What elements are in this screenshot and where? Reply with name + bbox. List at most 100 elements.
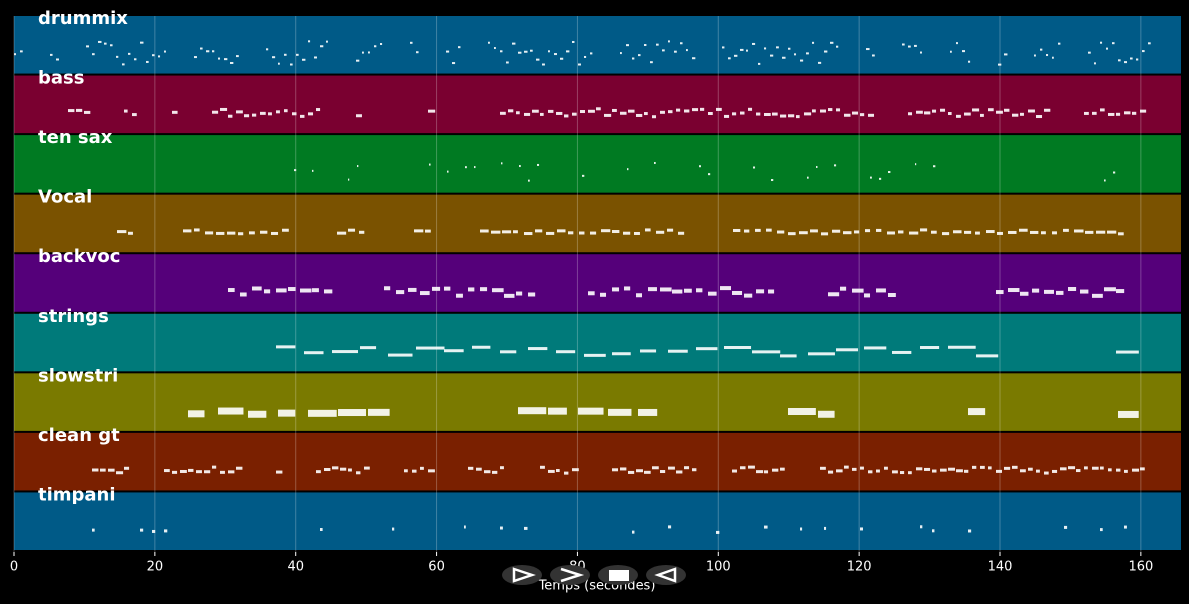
note (464, 525, 466, 529)
note (194, 228, 200, 232)
note (1036, 115, 1043, 119)
play-button[interactable] (502, 565, 542, 585)
note (516, 111, 520, 115)
note (278, 409, 296, 417)
note (528, 292, 536, 297)
note (500, 350, 517, 354)
note (578, 63, 581, 66)
track-lane (14, 373, 1181, 431)
note (674, 50, 677, 53)
note (656, 230, 665, 234)
note (308, 112, 314, 116)
note (230, 61, 234, 64)
note (780, 467, 785, 471)
note (356, 114, 362, 118)
note (627, 168, 629, 171)
note (524, 526, 528, 530)
note (608, 408, 632, 416)
note (420, 291, 430, 296)
note (404, 469, 408, 473)
note (892, 470, 898, 474)
note (820, 466, 826, 470)
note (244, 114, 250, 118)
note (808, 352, 835, 356)
stop-button[interactable] (598, 565, 638, 585)
note (528, 179, 530, 182)
note (964, 469, 969, 473)
note (356, 471, 361, 475)
note (472, 345, 491, 349)
note (92, 528, 95, 532)
note (312, 169, 314, 172)
note (252, 286, 262, 291)
note (416, 51, 419, 54)
note (1124, 525, 1127, 529)
note (828, 470, 834, 474)
note (324, 289, 333, 294)
notes (92, 465, 1145, 475)
note (800, 59, 804, 62)
note (772, 112, 778, 116)
note (924, 111, 931, 115)
note (172, 110, 178, 114)
note (860, 527, 864, 531)
note (324, 468, 331, 472)
note (228, 114, 233, 118)
note (872, 54, 875, 57)
note (652, 115, 657, 119)
note (1041, 231, 1046, 235)
note (249, 231, 255, 235)
note (888, 171, 891, 174)
controls (502, 565, 686, 585)
forward-button[interactable] (550, 565, 590, 585)
note (865, 229, 871, 233)
note (1060, 467, 1067, 471)
note (920, 346, 940, 350)
note (348, 178, 350, 181)
note (248, 410, 267, 418)
note (636, 293, 643, 298)
note (420, 466, 424, 470)
note (1108, 112, 1115, 116)
note (304, 351, 324, 355)
note (518, 51, 522, 54)
note (844, 113, 851, 117)
note (684, 109, 690, 113)
note (980, 465, 985, 469)
note (236, 110, 243, 114)
note (644, 44, 647, 47)
note (724, 114, 730, 118)
note (692, 108, 699, 112)
note (1116, 112, 1121, 116)
note (513, 230, 518, 234)
note (548, 50, 550, 53)
note (316, 470, 321, 474)
note (1076, 469, 1081, 473)
note (740, 48, 744, 51)
note (744, 229, 750, 233)
note (1052, 469, 1058, 473)
note (612, 352, 631, 356)
track-lane (14, 135, 1181, 193)
note (1132, 111, 1137, 115)
note (866, 48, 870, 51)
notes (68, 107, 1147, 119)
note (1130, 57, 1133, 60)
note (1132, 468, 1140, 472)
note (236, 55, 239, 58)
note (976, 354, 999, 358)
note (692, 468, 697, 472)
x-tick-label: 40 (287, 560, 304, 575)
note (302, 58, 306, 61)
note (812, 109, 816, 113)
note (600, 292, 607, 297)
note (652, 466, 659, 470)
note (374, 45, 377, 48)
note (732, 290, 743, 295)
note (76, 108, 83, 112)
back-button[interactable] (646, 565, 686, 585)
note (964, 112, 971, 116)
note (908, 471, 912, 475)
notes (14, 40, 1151, 66)
note (860, 113, 865, 117)
